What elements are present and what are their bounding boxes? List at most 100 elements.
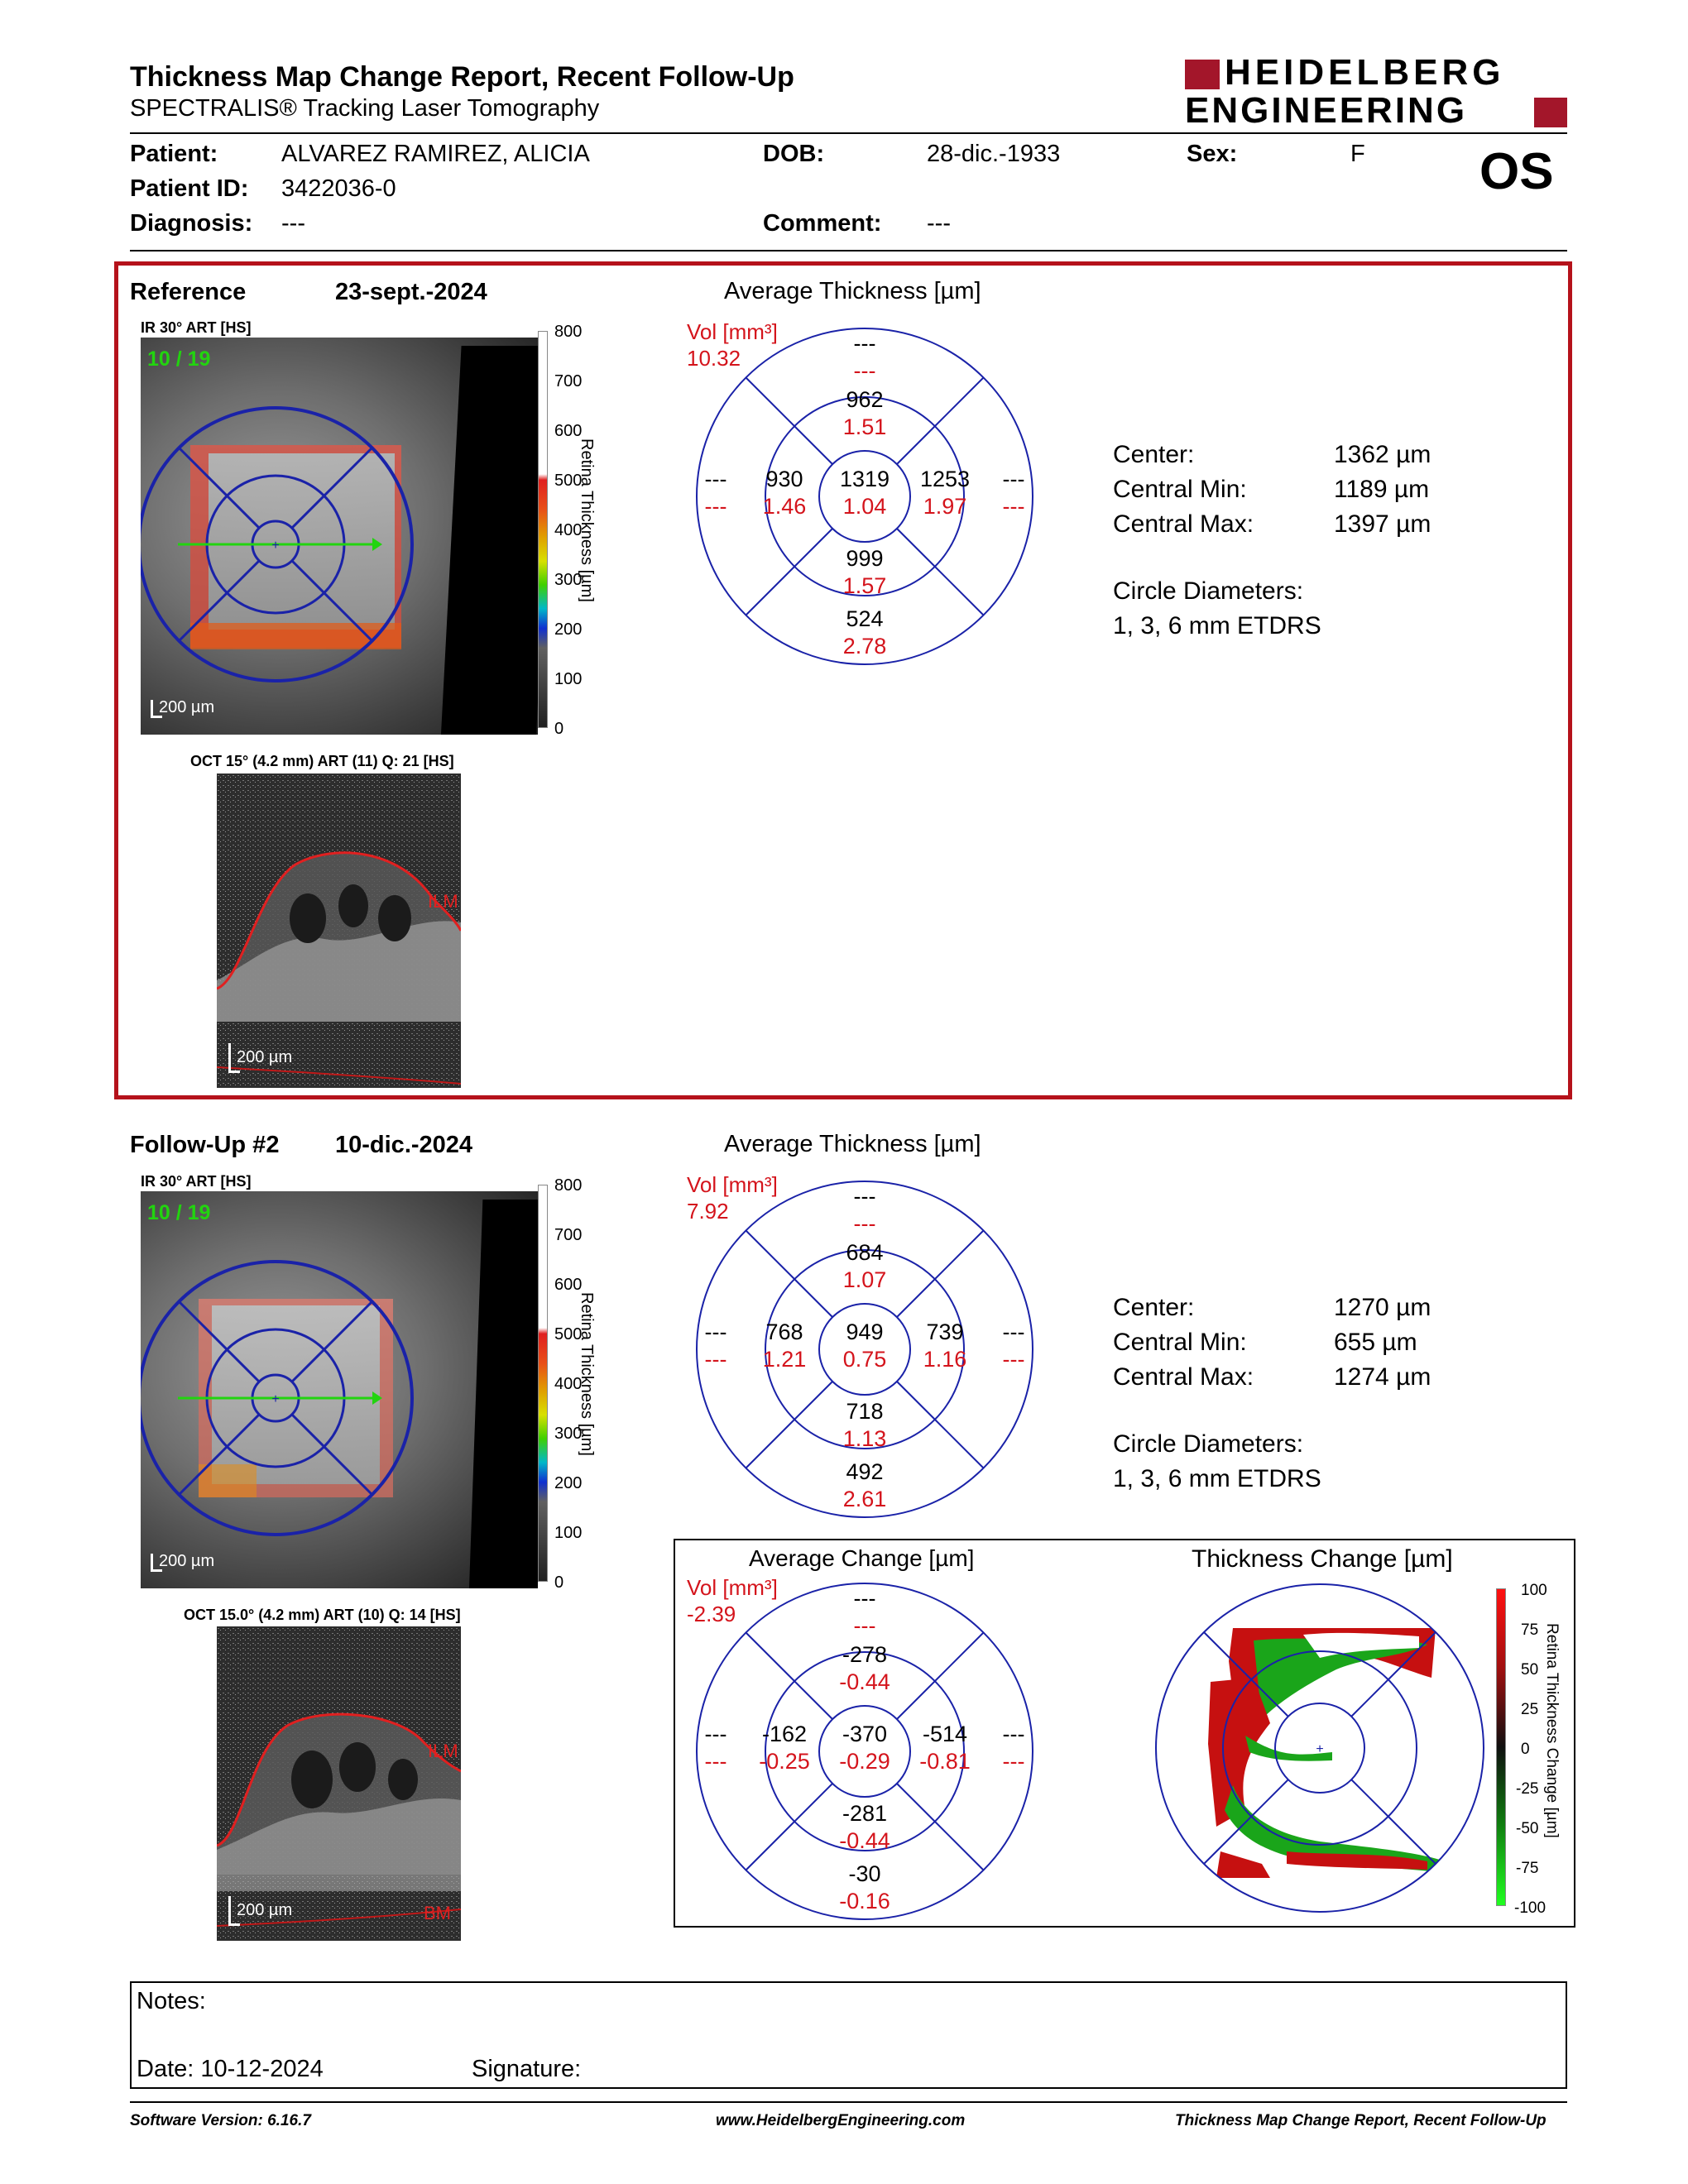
followup-label: Follow-Up #2 [130, 1132, 280, 1158]
patient-id-value: 3422036-0 [281, 175, 396, 202]
followup-vol-label: Vol [mm³] [687, 1172, 778, 1197]
followup-fundus-image: + 10 / 19 200 µm [141, 1191, 538, 1588]
svg-text:+: + [271, 539, 279, 553]
followup-max-label: Central Max: [1113, 1363, 1254, 1391]
reference-thickness-scale: 800 700 600 500 400 300 200 100 0 Retina… [538, 323, 645, 738]
change-vol-value: -2.39 [687, 1602, 736, 1626]
patient-id-label: Patient ID: [130, 175, 249, 202]
followup-sector-left-inner: 768 1.21 [762, 1320, 807, 1372]
followup-sector-center: 949 0.75 [842, 1320, 887, 1372]
followup-frame-counter: 10 / 19 [147, 1201, 211, 1224]
followup-diam-label: Circle Diameters: [1113, 1430, 1304, 1458]
report-title: Thickness Map Change Report, Recent Foll… [130, 61, 794, 93]
followup-thickness-scale: 800 700 600 500 400 300 200 100 0 Retina… [538, 1176, 645, 1592]
followup-map-title: Average Thickness [µm] [724, 1131, 981, 1157]
dob-value: 28-dic.-1933 [927, 141, 1061, 167]
sex-value: F [1350, 141, 1365, 167]
change-vol-label: Vol [mm³] [687, 1575, 778, 1600]
heidelberg-logo: HEIDELBERG ENGINEERING [1185, 55, 1567, 132]
reference-vol-value: 10.32 [687, 346, 741, 371]
thickness-change-scale: 100 75 50 25 0 -25 -50 -75 -100 Retina T… [1496, 1582, 1571, 1917]
reference-sector-left-outer: --- --- [704, 467, 727, 519]
reference-ir-label: IR 30° ART [HS] [141, 319, 252, 336]
followup-vol-value: 7.92 [687, 1199, 729, 1224]
reference-date: 23-sept.-2024 [335, 279, 487, 305]
reference-oct-image: ILM 200 µm [217, 774, 461, 1088]
eye-label: OS [1479, 143, 1554, 200]
followup-etdrs-grid: --- --- 684 1.07 949 0.75 768 1.21 739 1.16 -… [695, 1180, 1034, 1519]
svg-text:+: + [271, 1392, 279, 1406]
followup-scale-bar: 200 µm [159, 1552, 215, 1570]
followup-ilm-label: ILM [428, 1741, 458, 1761]
signature-label: Signature: [472, 2056, 582, 2082]
followup-oct-image: ILM BM 200 µm [217, 1626, 461, 1941]
followup-diam-value: 1, 3, 6 mm ETDRS [1113, 1465, 1321, 1492]
comment-label: Comment: [763, 210, 882, 237]
diagnosis-label: Diagnosis: [130, 210, 253, 237]
reference-sector-bottom-inner: 999 1.57 [842, 546, 887, 598]
reference-vol-label: Vol [mm³] [687, 319, 778, 344]
change-sector-top-inner: -278 -0.44 [839, 1642, 890, 1694]
svg-text:ILM: ILM [428, 891, 458, 912]
change-map-title: Average Change [µm] [749, 1545, 975, 1571]
followup-min-label: Central Min: [1113, 1329, 1247, 1356]
followup-sector-left-outer: --- --- [704, 1320, 727, 1372]
followup-ir-label: IR 30° ART [HS] [141, 1173, 252, 1190]
reference-sector-top-inner: 962 1.51 [842, 387, 887, 439]
report-subtitle: SPECTRALIS® Tracking Laser Tomography [130, 95, 600, 122]
comment-value: --- [927, 210, 951, 237]
reference-max-value: 1397 µm [1334, 510, 1431, 538]
change-sector-left-inner: -162 -0.25 [759, 1722, 810, 1774]
svg-text:+: + [1316, 1742, 1323, 1756]
thickness-change-title: Thickness Change [µm] [1192, 1545, 1453, 1573]
reference-min-value: 1189 µm [1334, 476, 1430, 503]
followup-sector-right-inner: 739 1.16 [923, 1320, 967, 1372]
followup-bm-label: BM [424, 1903, 451, 1923]
reference-fundus-image: + 10 / 19 200 µm [141, 338, 538, 735]
change-sector-right-outer: --- --- [1002, 1722, 1025, 1774]
reference-sector-top-outer: --- --- [853, 331, 876, 383]
reference-panel [114, 261, 1572, 1099]
change-sector-top-outer: --- --- [853, 1586, 876, 1638]
followup-oct-label: OCT 15.0° (4.2 mm) ART (10) Q: 14 [HS] [184, 1607, 461, 1623]
change-sector-center: -370 -0.29 [839, 1722, 890, 1774]
footer-software-version: Software Version: 6.16.7 [130, 2112, 311, 2129]
change-sector-left-outer: --- --- [704, 1722, 727, 1774]
footer-website: www.HeidelbergEngineering.com [716, 2112, 966, 2129]
notes-box[interactable] [130, 1981, 1567, 2089]
change-panel [674, 1539, 1575, 1928]
change-etdrs-grid: --- --- -278 -0.44 -370 -0.29 -162 -0.25 -51… [695, 1582, 1034, 1921]
reference-max-label: Central Max: [1113, 510, 1254, 538]
reference-diam-value: 1, 3, 6 mm ETDRS [1113, 612, 1321, 639]
followup-sector-top-outer: --- --- [853, 1184, 876, 1236]
reference-sector-right-outer: --- --- [1002, 467, 1025, 519]
reference-oct-label: OCT 15° (4.2 mm) ART (11) Q: 21 [HS] [190, 753, 454, 769]
dob-label: DOB: [763, 141, 825, 167]
reference-etdrs-grid: --- --- 962 1.51 1319 1.04 930 1.46 1253 1.97… [695, 327, 1034, 666]
reference-sector-right-inner: 1253 1.97 [919, 467, 971, 519]
change-sector-right-inner: -514 -0.81 [919, 1722, 971, 1774]
reference-sector-center: 1319 1.04 [839, 467, 890, 519]
followup-sector-top-inner: 684 1.07 [842, 1240, 887, 1292]
patient-label: Patient: [130, 141, 218, 167]
reference-center-label: Center: [1113, 441, 1195, 468]
reference-sector-bottom-outer: 524 2.78 [842, 606, 887, 659]
sex-label: Sex: [1187, 141, 1238, 167]
followup-sector-bottom-outer: 492 2.61 [842, 1459, 887, 1511]
followup-oct-scale-bar: 200 µm [237, 1901, 293, 1919]
footer-report-name: Thickness Map Change Report, Recent Foll… [1175, 2112, 1547, 2129]
change-sector-bottom-outer: -30 -0.16 [839, 1861, 890, 1913]
reference-label: Reference [130, 279, 247, 305]
reference-map-title: Average Thickness [µm] [724, 278, 981, 304]
reference-diam-label: Circle Diameters: [1113, 577, 1304, 605]
notes-label: Notes: [137, 1988, 206, 2014]
reference-center-value: 1362 µm [1334, 441, 1431, 468]
reference-scale-bar: 200 µm [159, 698, 215, 716]
diagnosis-value: --- [281, 210, 305, 237]
patient-name: ALVAREZ RAMIREZ, ALICIA [281, 141, 590, 167]
change-sector-bottom-inner: -281 -0.44 [839, 1801, 890, 1853]
followup-date: 10-dic.-2024 [335, 1132, 473, 1158]
notes-date: Date: 10-12-2024 [137, 2056, 324, 2082]
followup-sector-right-outer: --- --- [1002, 1320, 1025, 1372]
followup-min-value: 655 µm [1334, 1329, 1417, 1356]
